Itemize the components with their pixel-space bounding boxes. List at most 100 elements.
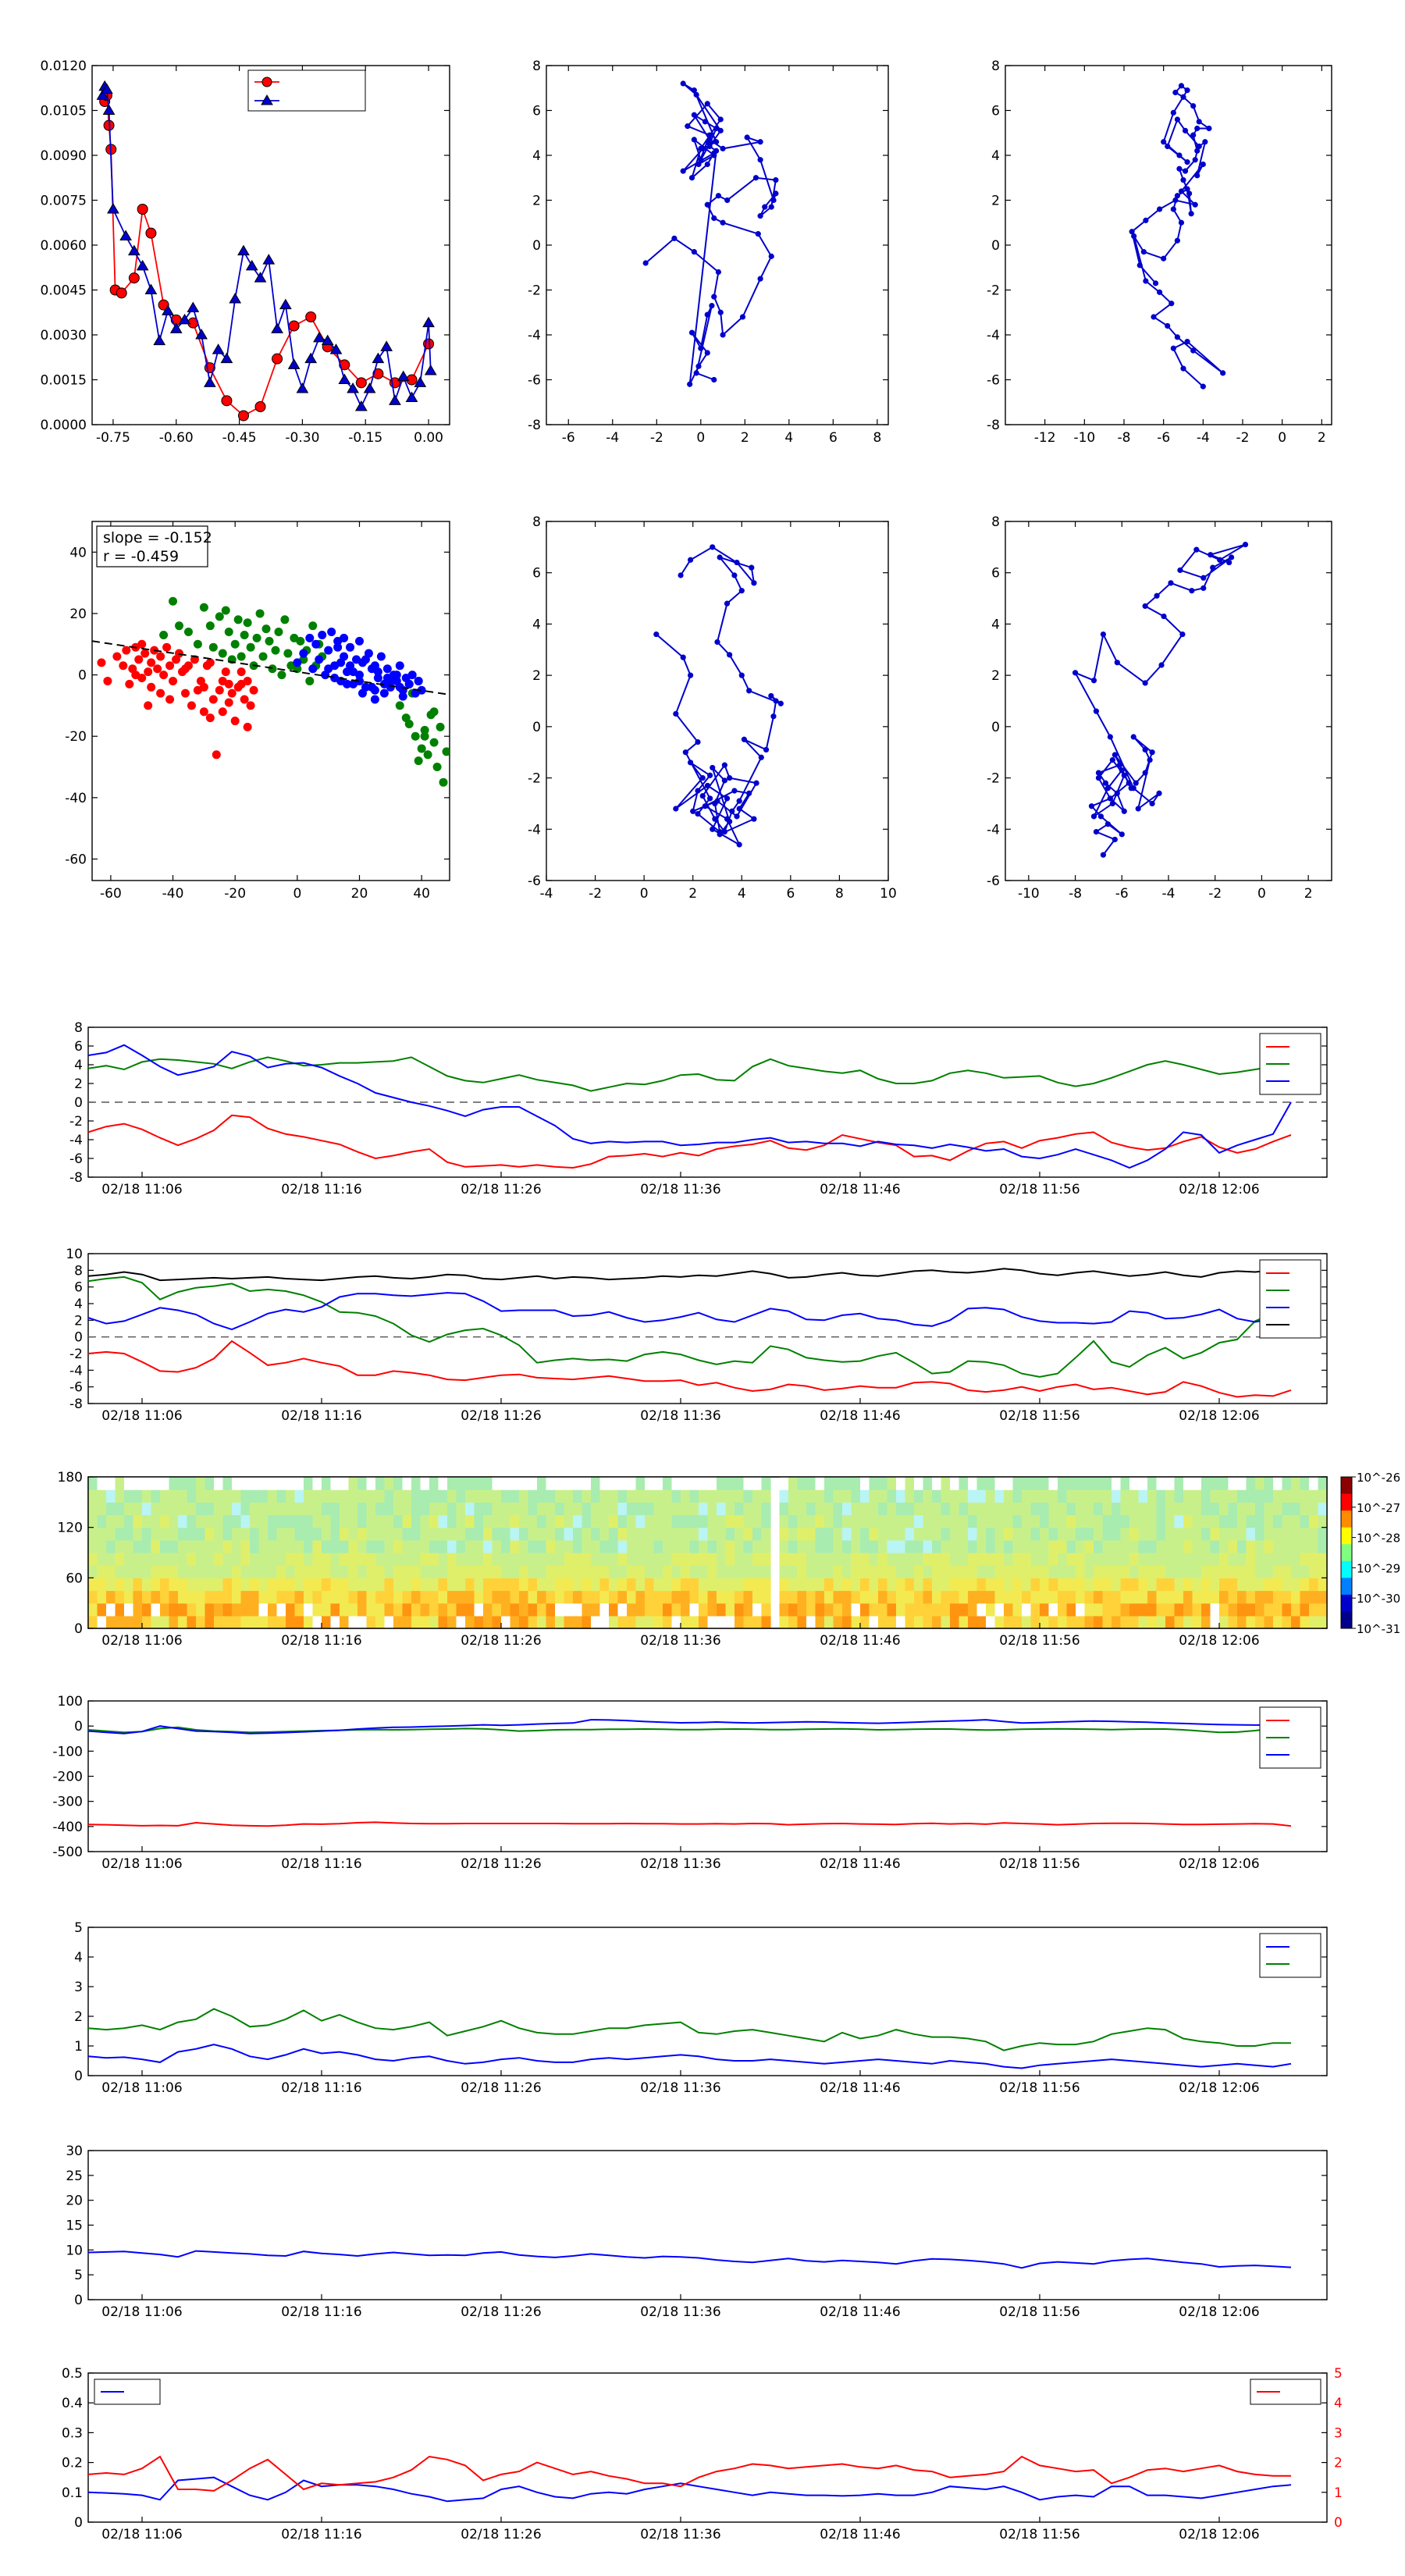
walen-point [156,652,165,661]
pad-cell [1129,1514,1140,1528]
pad-cell [968,1527,978,1541]
h3-xtick-label: 8 [835,886,844,902]
pad-cell [1210,1477,1220,1490]
pad-cell [124,1553,134,1566]
pad-cell [735,1539,745,1553]
pad-cell [1255,1553,1265,1566]
pad-cell [330,1578,340,1592]
pad-cell [142,1489,152,1503]
pad-cell [609,1514,619,1528]
pad-cell [465,1477,475,1490]
pad-cell [627,1578,637,1592]
pad-cell [420,1590,430,1604]
pad-cell [896,1477,906,1490]
pad-cell [986,1603,996,1617]
np-ytick-label: 5 [74,2268,83,2283]
pad-cell [743,1527,753,1541]
pad-cell [1147,1615,1158,1628]
pad-cell [276,1553,286,1566]
pad-cell [1129,1603,1140,1617]
pad-cell [896,1502,906,1516]
pad-cell [375,1539,386,1553]
h3-ytick-label: 0 [532,720,541,735]
pad-cell [994,1565,1005,1578]
pad-cell [1165,1603,1176,1617]
h3-point [727,774,733,781]
pad-cell [402,1502,412,1516]
walen-point [340,633,349,642]
pad-cell [1129,1578,1140,1592]
pad-cell [1192,1514,1202,1528]
pad-cell [725,1615,735,1628]
pad-cell [322,1578,332,1592]
pad-cell [663,1590,673,1604]
pad-cell [573,1590,583,1604]
pad-cell [1228,1527,1238,1541]
pad-cell [635,1603,646,1617]
pad-cell [1264,1539,1274,1553]
pad-cell [743,1502,753,1516]
pad-cell [1291,1615,1301,1628]
pad-cell [88,1514,98,1528]
h1-point [706,132,713,138]
pad-cell [752,1553,763,1566]
pad-cell [312,1553,322,1566]
pad-cell [671,1539,681,1553]
pad-cell [375,1502,386,1516]
pad-cell [599,1578,610,1592]
pad-cell [1210,1527,1220,1541]
pad-cell [151,1603,161,1617]
walen-point [180,688,190,698]
walen-point [361,655,370,664]
pad-cell [1210,1565,1220,1578]
pad-cell [689,1489,699,1503]
pad-cell [1102,1590,1112,1604]
pad-cell [555,1565,565,1578]
pad-cell [1174,1553,1184,1566]
pad-cell [1174,1502,1184,1516]
pad-cell [591,1477,601,1490]
pad-cell [681,1553,691,1566]
pad-cell [393,1553,404,1566]
tp-time-tick-label: 02/18 11:06 [101,2527,182,2542]
pad-cell [833,1527,843,1541]
pad-cell [887,1615,897,1628]
pad-cell [124,1578,134,1592]
tp-y2tick-label: 5 [1334,2366,1343,2382]
pad-cell [905,1553,915,1566]
pad-cell [537,1502,547,1516]
pad-cell [1066,1477,1076,1490]
pad-cell [1192,1477,1202,1490]
pad-cell [240,1539,251,1553]
walen-point [218,707,227,717]
pad-cell [761,1565,771,1578]
pad-cell [483,1553,493,1566]
pad-cell [1246,1553,1256,1566]
pad-cell [151,1553,161,1566]
pad-cell [438,1615,448,1628]
pad-cell [366,1527,376,1541]
pad-cell [671,1502,681,1516]
bfr-ytick-label: 0 [74,1330,83,1346]
pad-cell [842,1578,852,1592]
pad-cell [1138,1514,1148,1528]
pad-cell [402,1578,412,1592]
pad-cell [699,1539,709,1553]
pad-cell [151,1527,161,1541]
h2-point [1157,206,1163,212]
pad-cell [645,1489,655,1503]
pad-cell [384,1603,394,1617]
h4-point [1107,795,1113,802]
pad-cell [501,1527,511,1541]
pad-cell [456,1553,466,1566]
pad-cell [240,1565,251,1578]
pad-cell [115,1502,125,1516]
pad-cell [681,1514,691,1528]
pad-cell [699,1565,709,1578]
pad-cell [725,1603,735,1617]
pt-point-2nd-half [329,343,343,354]
pad-cell [914,1615,924,1628]
pad-cell [429,1553,439,1566]
h4-point [1102,780,1108,786]
walen-point [258,652,268,661]
